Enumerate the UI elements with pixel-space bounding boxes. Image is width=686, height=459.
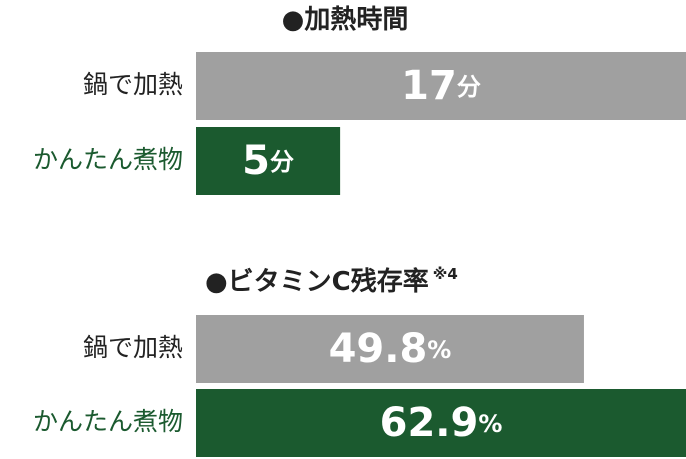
- bar: [196, 127, 341, 195]
- category-label: かんたん煮物: [33, 407, 183, 436]
- category-label: かんたん煮物: [33, 145, 183, 174]
- bar: [196, 52, 686, 120]
- value-label: 62.9%: [380, 400, 503, 446]
- bar: [196, 389, 686, 457]
- chart-title: ●加熱時間: [282, 5, 409, 35]
- title-text: ●加熱時間: [282, 5, 409, 35]
- category-label: 鍋で加熱: [83, 333, 183, 362]
- category-label: 鍋で加熱: [83, 70, 183, 99]
- bar: [196, 315, 584, 383]
- title-note: ※4: [433, 265, 458, 283]
- value-label: 17分: [401, 63, 481, 109]
- chart-title: ●ビタミンC残存率 ※4: [205, 265, 458, 297]
- value-label: 5分: [242, 138, 294, 184]
- title-text: ●ビタミンC残存率: [205, 266, 429, 297]
- value-label: 49.8%: [329, 326, 452, 372]
